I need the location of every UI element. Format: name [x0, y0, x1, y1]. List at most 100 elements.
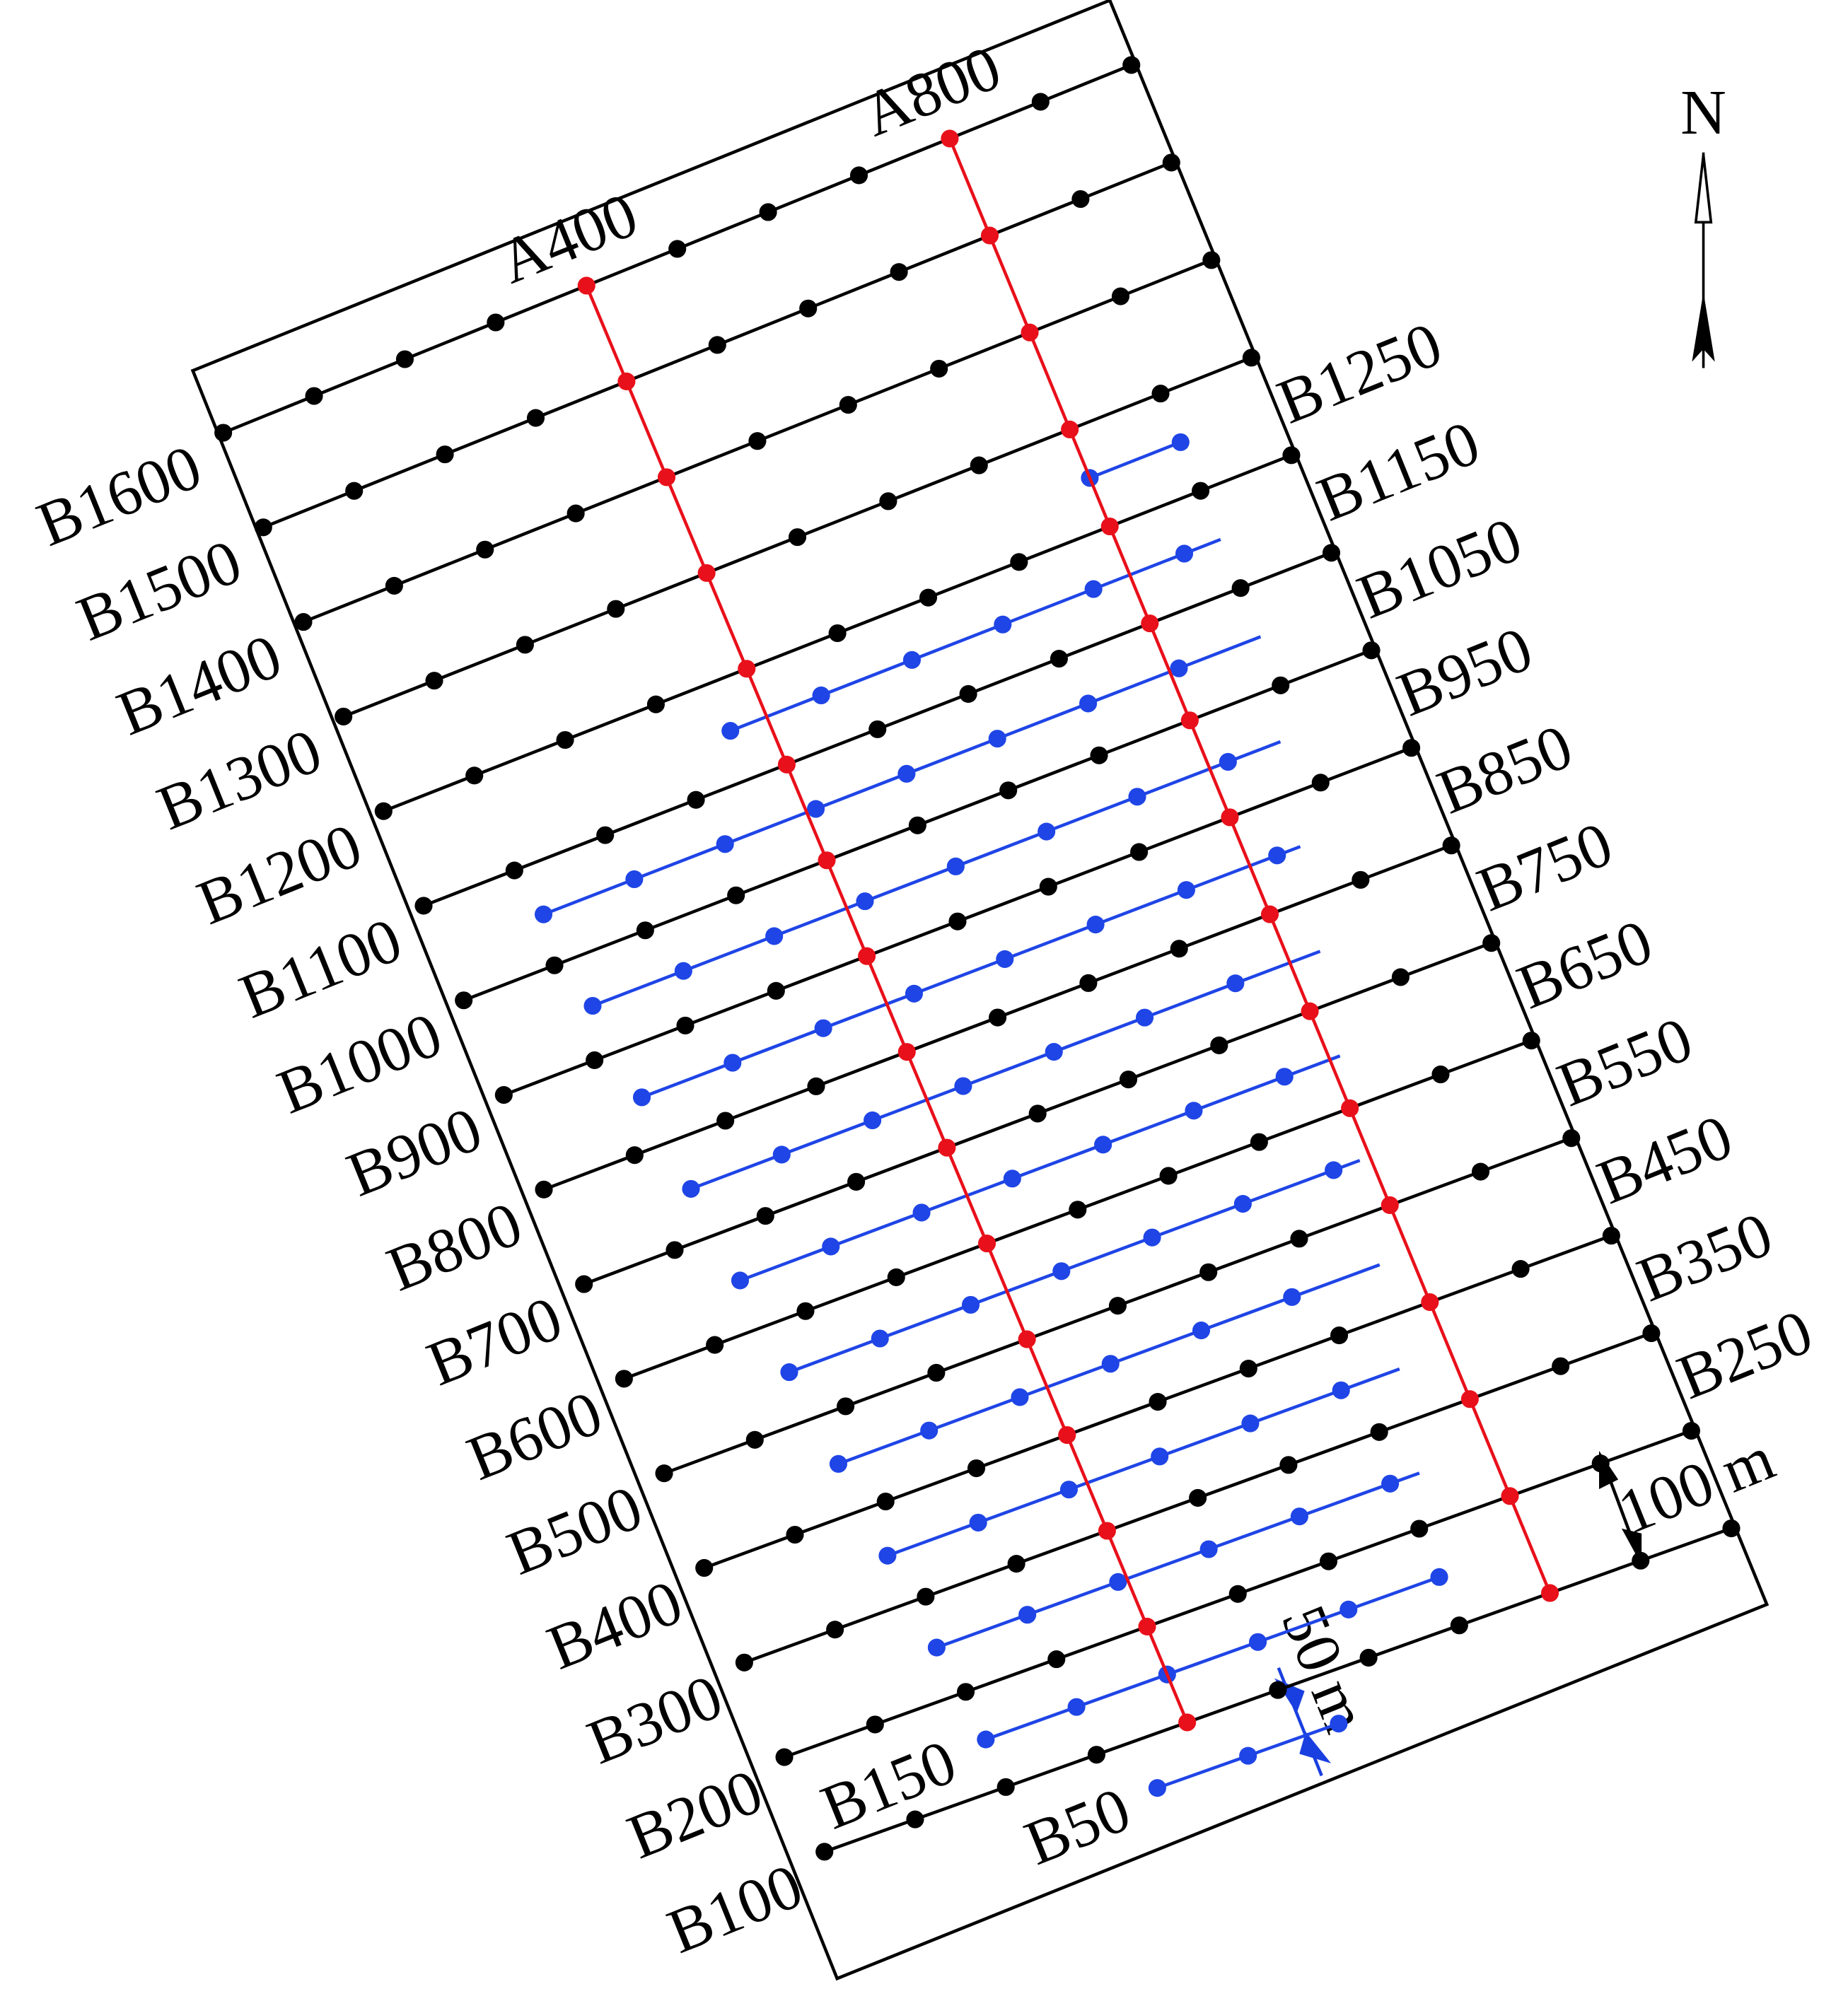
blue-station: [780, 1363, 798, 1382]
blue-station: [822, 1237, 840, 1256]
black-station: [1330, 1326, 1349, 1345]
red-station: [858, 947, 876, 965]
left-line-label: B1300: [148, 716, 331, 844]
blue-station: [1101, 1355, 1120, 1373]
blue-station: [1339, 1600, 1358, 1618]
blue-station: [1275, 1068, 1294, 1086]
blue-station: [1045, 1043, 1063, 1061]
black-station: [695, 1558, 714, 1577]
red-station: [657, 468, 676, 486]
black-station: [849, 166, 868, 185]
left-line-label: B100: [658, 1850, 812, 1967]
blue-station: [1011, 1388, 1029, 1406]
black-station: [214, 424, 233, 442]
red-line: [948, 138, 1552, 1594]
black-station: [374, 802, 393, 820]
blue-station: [1199, 1540, 1218, 1558]
blue-station: [534, 905, 553, 923]
black-station: [487, 313, 505, 332]
red-station: [1260, 905, 1279, 923]
black-station: [1162, 153, 1180, 172]
blue-station: [1249, 1633, 1267, 1651]
frame: [190, 0, 1769, 1981]
black-station: [1010, 553, 1028, 571]
blue-station: [871, 1329, 889, 1348]
blue-station: [954, 1077, 972, 1095]
black-station: [1431, 1065, 1450, 1084]
black-station: [254, 518, 272, 537]
left-line-label: B1600: [28, 432, 211, 560]
black-station: [1087, 1746, 1105, 1764]
black-station: [1442, 836, 1460, 855]
blue-line: [985, 1575, 1440, 1742]
blue-station: [969, 1513, 987, 1532]
red-station: [777, 755, 796, 774]
blue-station: [920, 1421, 938, 1440]
red-station: [1180, 711, 1199, 730]
black-station: [615, 1370, 633, 1388]
black-station: [788, 528, 807, 547]
black-station: [1471, 1162, 1490, 1181]
black-station: [759, 203, 777, 221]
black-station: [1028, 1104, 1047, 1123]
black-station: [494, 1085, 513, 1104]
black-station: [636, 921, 654, 940]
black-station: [1552, 1357, 1570, 1375]
black-station: [927, 1363, 946, 1382]
blue-station: [1430, 1568, 1448, 1586]
black-station: [668, 240, 687, 258]
black-station: [1239, 1360, 1257, 1378]
black-station: [516, 636, 534, 654]
black-station: [1410, 1520, 1429, 1538]
black-station: [1359, 1648, 1378, 1667]
black-station: [1050, 649, 1068, 668]
blue-station: [1086, 915, 1105, 934]
black-station: [1642, 1324, 1661, 1343]
red-station: [1061, 420, 1079, 438]
a-line-label: A400: [490, 180, 647, 297]
black-station: [1322, 544, 1341, 562]
blue-station: [806, 800, 825, 818]
black-station: [1511, 1260, 1530, 1278]
blue-station: [1170, 659, 1188, 677]
black-station: [345, 482, 364, 500]
blue-station: [1171, 433, 1190, 451]
left-line-label: B500: [498, 1472, 651, 1589]
red-station: [818, 851, 836, 870]
blue-line: [729, 537, 1221, 733]
black-station: [575, 1275, 593, 1293]
black-station: [385, 576, 403, 595]
blue-station: [716, 835, 734, 853]
black-station: [1311, 774, 1330, 792]
black-station: [967, 1459, 986, 1478]
blue-station: [927, 1638, 946, 1657]
scale-label-100m: 100 m: [1609, 1423, 1784, 1548]
black-station: [930, 359, 948, 378]
right-line-label: B250: [1668, 1297, 1822, 1413]
black-station: [1130, 843, 1149, 861]
black-station: [908, 816, 926, 834]
black-station: [887, 1268, 905, 1286]
left-line-label: B600: [458, 1377, 612, 1494]
red-station: [1018, 1330, 1036, 1348]
black-station: [305, 387, 323, 405]
black-station: [676, 1016, 695, 1034]
blue-station: [1226, 974, 1245, 993]
black-station: [1210, 1036, 1228, 1054]
blue-line: [1089, 441, 1182, 480]
blue-station: [1233, 1194, 1252, 1213]
black-station: [1391, 968, 1410, 986]
blue-station: [1059, 1481, 1078, 1499]
black-station: [735, 1653, 753, 1672]
blue-station: [583, 996, 602, 1015]
black-station: [1202, 251, 1221, 269]
red-station: [1178, 1713, 1197, 1732]
blue-station: [994, 615, 1012, 634]
blue-station: [1268, 846, 1286, 865]
blue-station: [721, 722, 740, 740]
bottom-line-label: B150: [812, 1727, 965, 1843]
black-station: [1562, 1129, 1581, 1148]
black-station: [476, 540, 494, 559]
blue-station: [961, 1295, 980, 1314]
black-station: [959, 684, 977, 704]
